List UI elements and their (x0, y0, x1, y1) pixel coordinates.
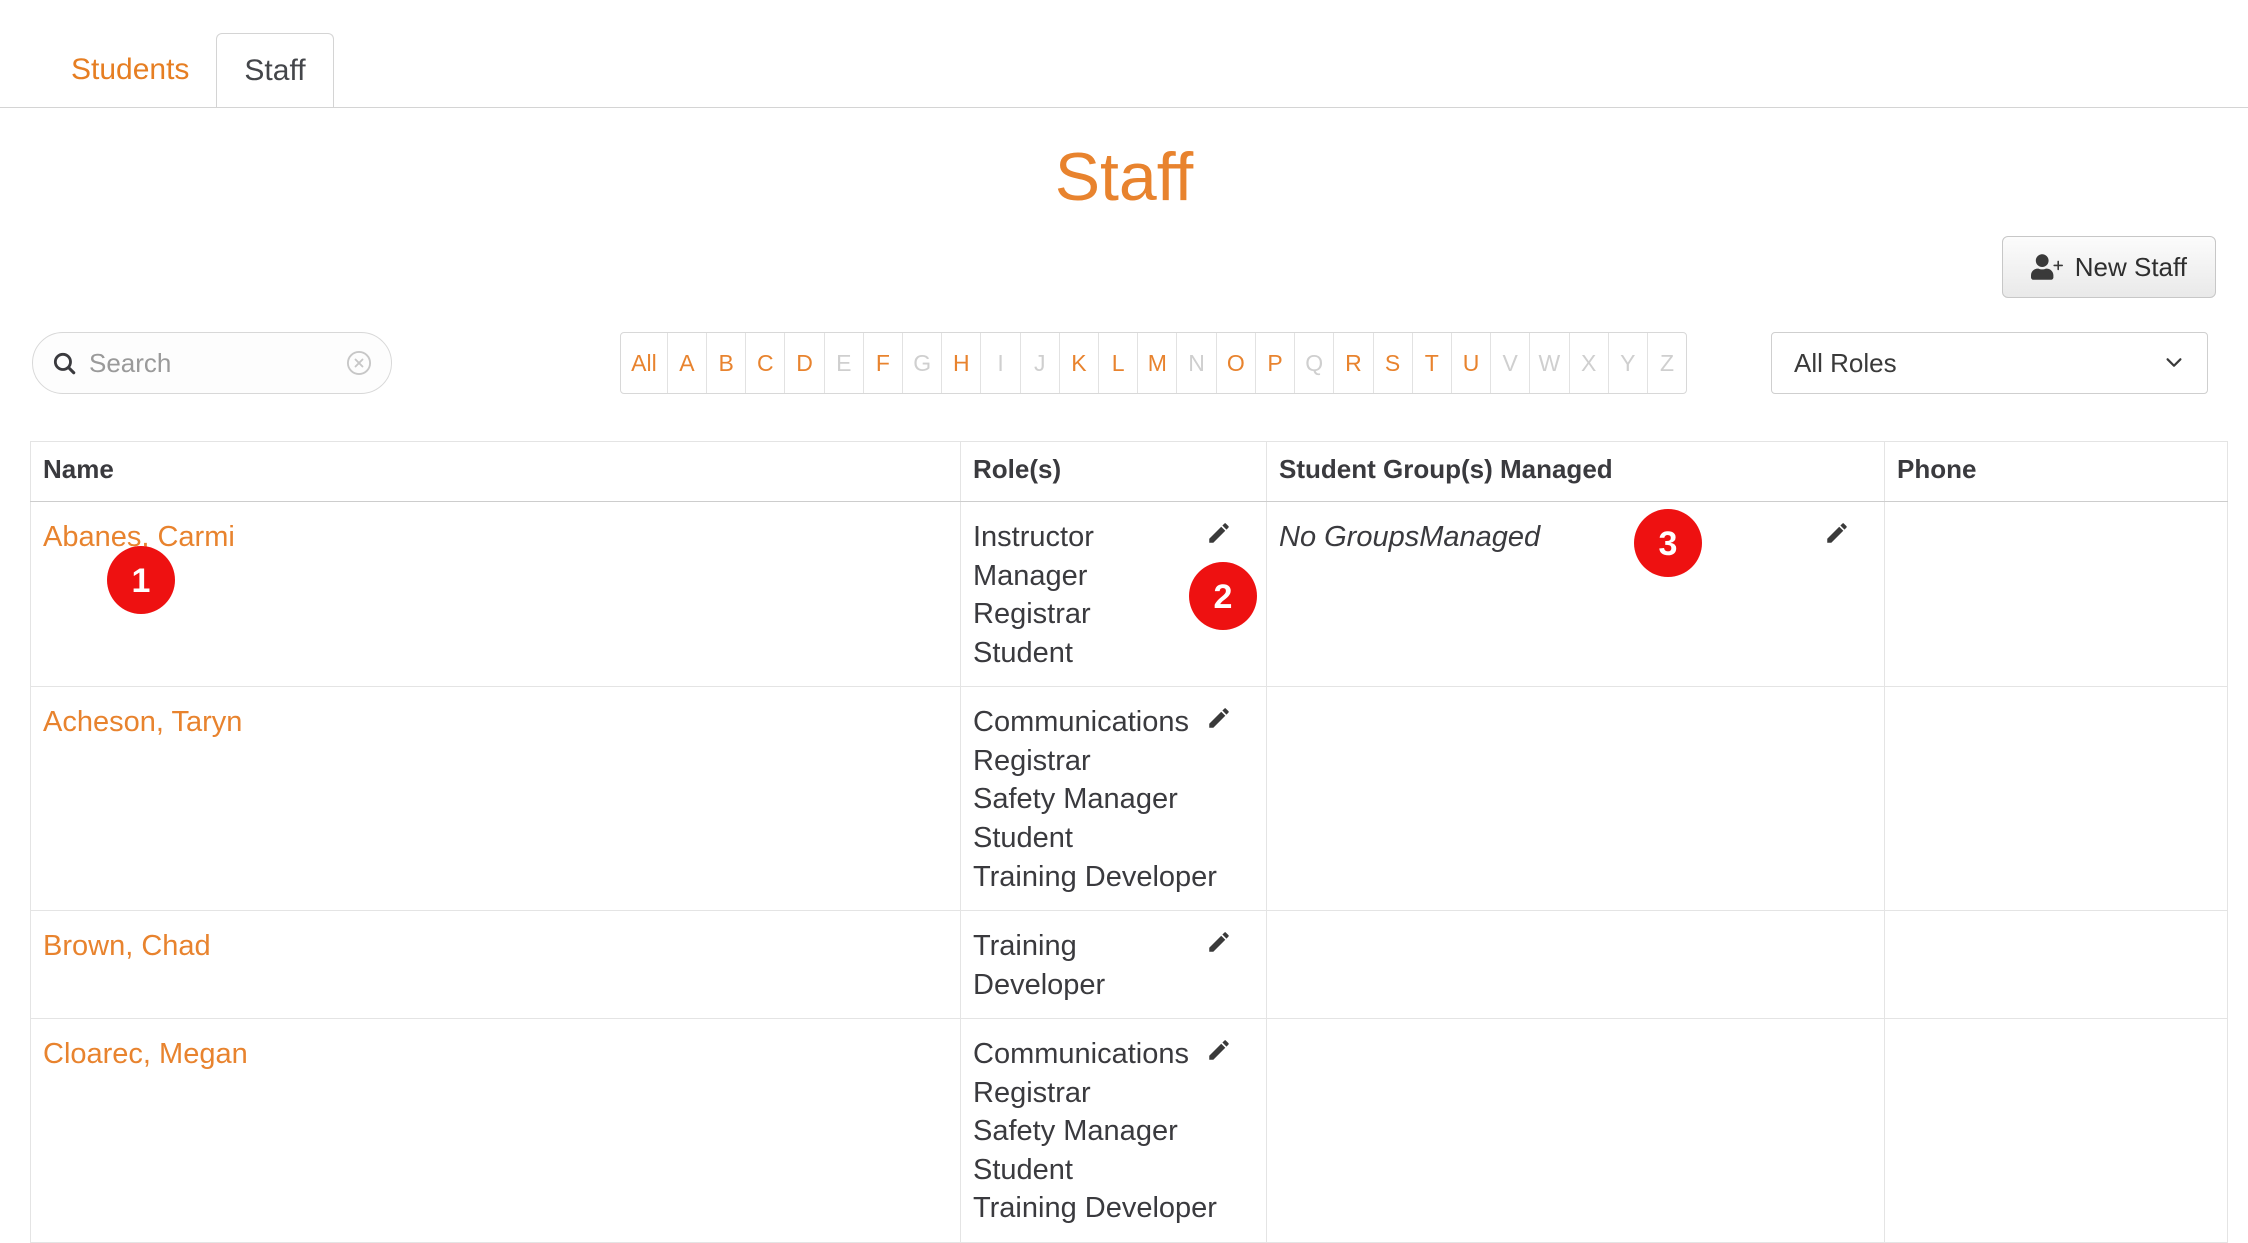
svg-text:2: 2 (1214, 578, 1233, 616)
svg-text:1: 1 (132, 562, 151, 600)
svg-text:3: 3 (1659, 525, 1678, 563)
